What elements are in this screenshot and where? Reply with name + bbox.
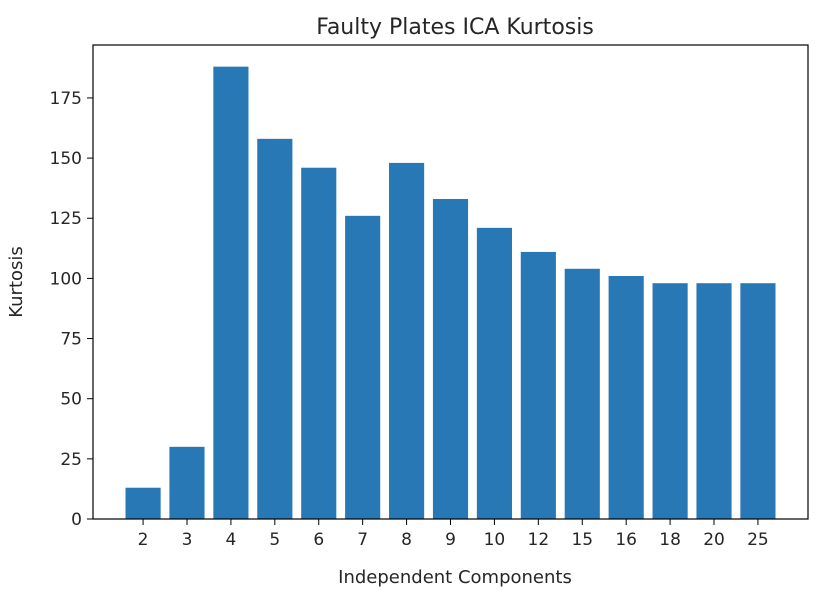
chart-title: Faulty Plates ICA Kurtosis [316,15,594,40]
bar-6 [301,167,337,519]
bar-5 [257,138,293,519]
x-axis-label: Independent Components [338,567,572,588]
bar-9 [432,198,469,520]
x-tick-label: 16 [615,530,637,550]
bar-4 [213,66,249,520]
x-tick-label: 15 [571,530,593,550]
bar-2 [125,487,161,519]
x-tick-label: 10 [484,530,506,550]
bar-12 [520,251,556,520]
bar-10 [476,227,512,520]
x-tick-label: 9 [445,530,456,550]
bar-15 [564,268,600,519]
y-tick-label: 25 [60,450,82,470]
x-tick-label: 20 [703,530,725,550]
x-axis-ticks: 2 3 4 5 6 7 8 9 10 12 15 16 18 20 25 [138,519,769,550]
y-tick-label: 125 [50,209,82,229]
x-tick-label: 4 [225,530,236,550]
plot-frame [92,44,809,520]
y-tick-label: 50 [60,390,82,410]
bar-7 [345,215,381,519]
y-tick-label: 75 [60,330,82,350]
x-tick-label: 8 [401,530,412,550]
bars-group [125,66,776,520]
bar-3 [169,446,205,519]
x-tick-label: 3 [182,530,193,550]
bar-20 [696,283,732,519]
y-tick-label: 0 [71,510,82,530]
bar-18 [652,283,688,519]
x-tick-label: 25 [747,530,769,550]
y-tick-label: 150 [50,149,82,169]
bar-25 [740,283,776,519]
y-tick-label: 100 [50,269,82,289]
bar-8 [389,162,425,519]
bar-16 [608,275,644,519]
x-tick-label: 5 [269,530,280,550]
y-axis-ticks: 0 25 50 75 100 125 150 175 [50,89,93,530]
y-tick-label: 175 [50,89,82,109]
x-tick-label: 18 [659,530,681,550]
x-tick-label: 6 [313,530,324,550]
x-tick-label: 12 [528,530,550,550]
y-axis-label: Kurtosis [6,246,27,318]
x-tick-label: 2 [138,530,149,550]
x-tick-label: 7 [357,530,368,550]
